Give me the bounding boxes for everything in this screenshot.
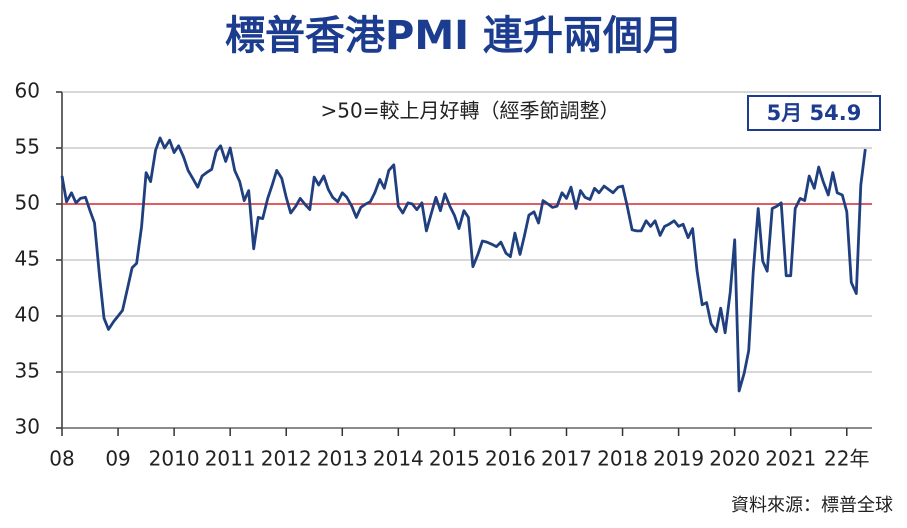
- x-tick-label: 08: [49, 447, 74, 471]
- callout-box: [747, 95, 881, 131]
- x-tick-label: 2017: [541, 447, 592, 471]
- x-tick-label: 2018: [597, 447, 648, 471]
- x-tick-label: 2010: [149, 447, 200, 471]
- x-tick-label: 2015: [429, 447, 480, 471]
- y-tick-label: 40: [15, 303, 40, 327]
- y-tick-label: 45: [15, 247, 40, 271]
- y-tick-label: 55: [15, 135, 40, 159]
- x-tick-label: 2021: [765, 447, 816, 471]
- x-tick-label: 2020: [709, 447, 760, 471]
- x-tick-label: 2014: [373, 447, 424, 471]
- source: 資料來源：標普全球: [731, 495, 893, 516]
- subtitle: >50=較上月好轉（經季節調整）: [321, 99, 620, 123]
- y-tick-label: 60: [15, 79, 40, 103]
- x-tick-label: 2012: [261, 447, 312, 471]
- data-line: [60, 136, 867, 393]
- x-tick-label: 09: [105, 447, 130, 471]
- x-tick-label: 22年: [824, 447, 869, 471]
- y-tick-label: 50: [15, 191, 40, 215]
- annotation: 5月 54.9: [767, 101, 862, 125]
- x-tick-label: 2019: [653, 447, 704, 471]
- y-tick-label: 30: [15, 415, 40, 439]
- x-tick-label: 2011: [205, 447, 256, 471]
- chart-title: 標普香港PMI 連升兩個月: [225, 13, 683, 59]
- x-tick-label: 2013: [317, 447, 368, 471]
- y-tick-label: 35: [15, 359, 40, 383]
- x-tick-label: 2016: [485, 447, 536, 471]
